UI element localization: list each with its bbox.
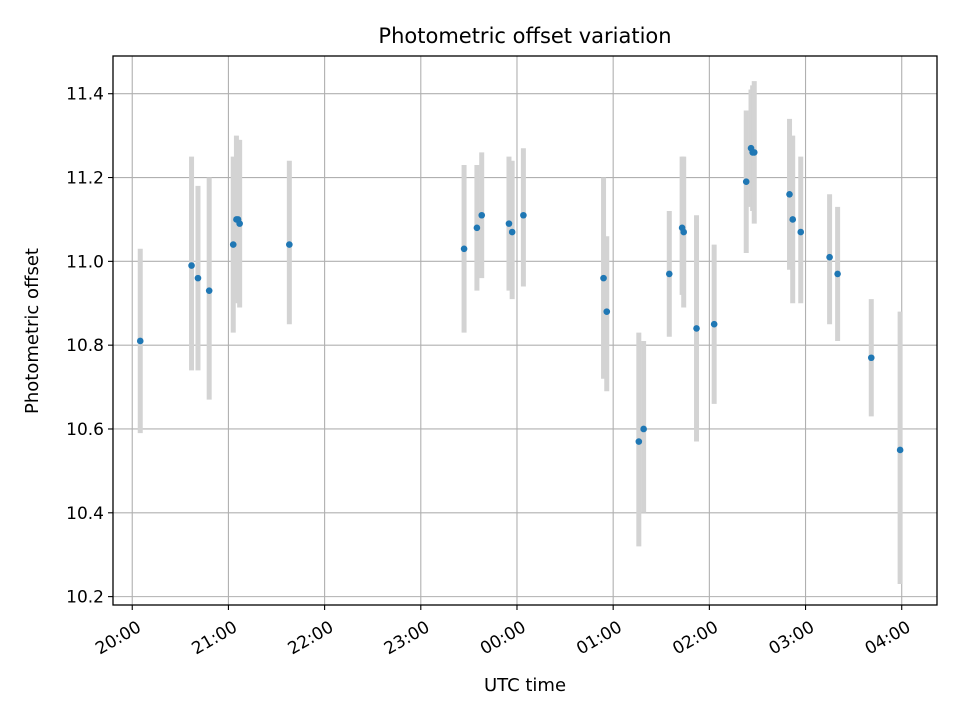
- data-point: [786, 190, 793, 198]
- data-point: [826, 253, 833, 261]
- data-point: [478, 211, 486, 219]
- y-tick-label: 10.8: [66, 336, 104, 356]
- y-tick-label: 10.2: [66, 588, 104, 608]
- data-point: [229, 241, 237, 248]
- data-point: [867, 354, 875, 362]
- plot-frame: [112, 55, 938, 606]
- data-point: [205, 287, 213, 294]
- y-tick-label: 11.2: [66, 169, 104, 189]
- data-point: [640, 425, 647, 433]
- data-point: [896, 446, 904, 454]
- data-point: [797, 228, 805, 236]
- data-point: [136, 337, 144, 345]
- data-point: [834, 270, 841, 278]
- data-point: [665, 270, 673, 278]
- x-axis-label: UTC time: [484, 675, 566, 696]
- data-point: [600, 274, 607, 282]
- data-point: [742, 178, 750, 186]
- data-point: [710, 320, 718, 328]
- data-point: [635, 438, 643, 445]
- y-tick-label: 11.4: [66, 85, 104, 105]
- data-point: [505, 220, 513, 227]
- data-point: [750, 149, 758, 156]
- y-axis-label: Photometric offset: [22, 248, 43, 414]
- data-point: [188, 262, 195, 269]
- y-tick-label: 10.6: [66, 420, 104, 440]
- chart-title: Photometric offset variation: [378, 24, 671, 48]
- data-point: [603, 308, 611, 315]
- data-point: [460, 245, 468, 253]
- data-point: [236, 220, 243, 227]
- data-point: [286, 241, 293, 248]
- data-points: [136, 144, 904, 454]
- y-tick-label: 11.0: [66, 252, 104, 272]
- data-point: [473, 224, 481, 232]
- y-axis: 10.2 10.4 10.6 10.8 11.0 11.2 11.4: [66, 85, 113, 608]
- y-tick-label: 10.4: [66, 504, 104, 524]
- data-point: [693, 325, 700, 332]
- data-point: [680, 228, 688, 236]
- data-point: [789, 216, 797, 223]
- data-point: [508, 228, 516, 236]
- data-point: [194, 274, 202, 282]
- data-point: [520, 211, 527, 219]
